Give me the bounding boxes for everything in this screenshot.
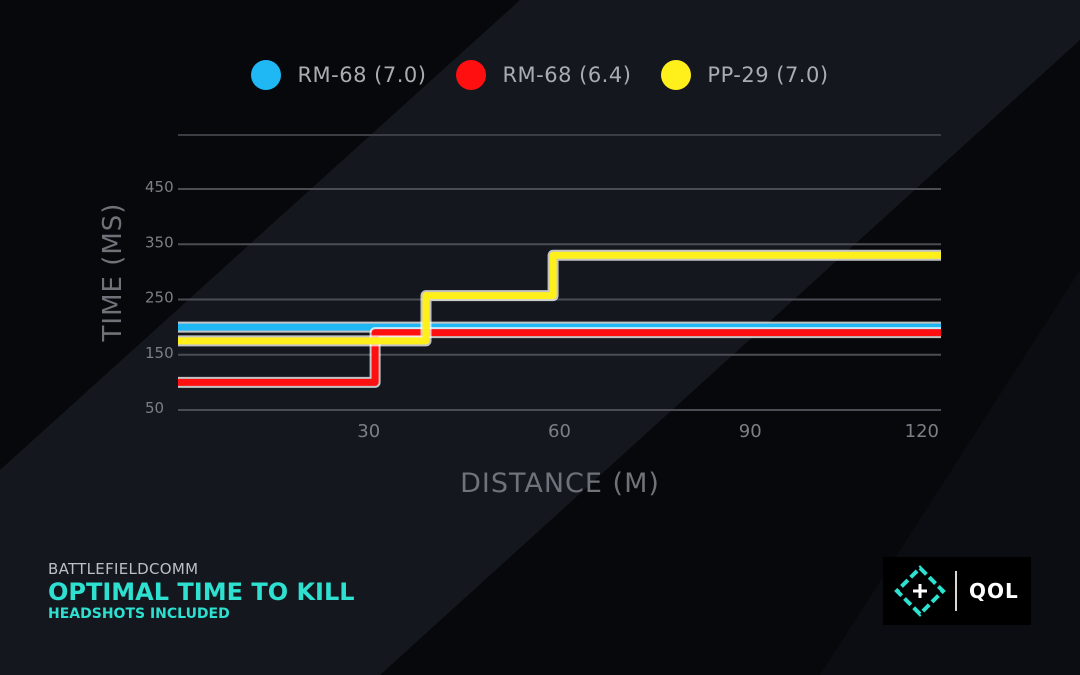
legend-label: PP-29 (7.0) — [707, 63, 829, 87]
brand-title: OPTIMAL TIME TO KILL — [48, 578, 355, 606]
legend-marker — [661, 60, 692, 90]
legend: RM-68 (7.0) RM-68 (6.4) PP-29 (7.0) — [0, 58, 1080, 92]
brand-subtitle: HEADSHOTS INCLUDED — [48, 606, 230, 622]
series-line-stroke — [178, 251, 941, 345]
legend-item: PP-29 (7.0) — [661, 60, 828, 90]
badge-text: QOL — [969, 579, 1019, 603]
legend-label: RM-68 (6.4) — [502, 63, 632, 87]
y-tick-label: 150 — [145, 344, 174, 362]
x-tick-label: 60 — [548, 421, 571, 442]
series-line-stroke — [178, 329, 941, 386]
brand-block: BATTLEFIELDCOMM OPTIMAL TIME TO KILL HEA… — [48, 560, 355, 622]
badge-divider — [955, 571, 957, 611]
legend-label: RM-68 (7.0) — [297, 63, 427, 87]
y-tick-label: 450 — [145, 178, 174, 196]
brand-source: BATTLEFIELDCOMM — [48, 560, 199, 578]
qol-badge: QOL — [883, 557, 1031, 625]
legend-item: RM-68 (7.0) — [251, 60, 426, 90]
series-line — [178, 327, 941, 388]
grid — [178, 188, 941, 411]
legend-marker — [456, 60, 487, 90]
x-tick-label: 30 — [357, 421, 380, 442]
legend-item: RM-68 (6.4) — [456, 60, 631, 90]
y-tick-label: 50 — [145, 399, 164, 417]
y-axis-label: TIME (MS) — [98, 203, 128, 343]
series-line — [178, 249, 941, 347]
x-axis-label: DISTANCE (M) — [460, 468, 660, 499]
ticks: 450 350 250 150 50 30 60 90 120 — [145, 178, 939, 442]
x-tick-label: 120 — [905, 421, 939, 442]
series-layer — [178, 249, 941, 388]
y-tick-label: 250 — [145, 289, 174, 307]
x-tick-label: 90 — [739, 421, 762, 442]
legend-marker — [251, 60, 282, 90]
crosshair-icon — [894, 565, 946, 617]
y-tick-label: 350 — [145, 233, 174, 251]
